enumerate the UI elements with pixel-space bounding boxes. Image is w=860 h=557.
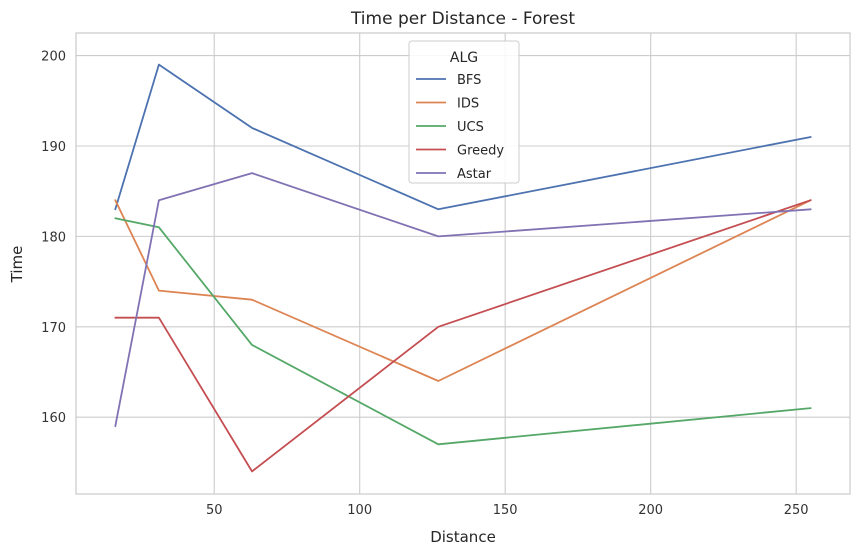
chart-title: Time per Distance - Forest [350, 9, 575, 29]
legend-label-ucs: UCS [457, 120, 484, 135]
x-tick-label: 100 [347, 503, 372, 518]
series-line-ids [114, 199, 812, 382]
y-tick-label: 160 [41, 411, 66, 426]
y-tick-label: 170 [41, 321, 66, 336]
legend-entries: BFS IDS UCS Greedy Astar [416, 73, 504, 182]
legend-label-astar: Astar [457, 167, 492, 182]
series-line-astar [114, 172, 812, 428]
legend-label-ids: IDS [457, 97, 479, 112]
x-tick-labels: 50 100 150 200 250 [206, 503, 809, 518]
series-line-greedy [114, 199, 812, 473]
legend-title: ALG [450, 50, 478, 66]
x-tick-label: 250 [784, 503, 809, 518]
x-tick-label: 150 [493, 503, 518, 518]
legend: ALG BFS IDS UCS Greedy Astar [408, 40, 520, 184]
x-tick-label: 200 [638, 503, 663, 518]
y-tick-labels: 160 170 180 190 200 [41, 50, 66, 427]
y-tick-label: 180 [41, 230, 66, 245]
y-axis-label: Time [8, 246, 26, 284]
legend-label-bfs: BFS [457, 73, 481, 88]
x-tick-label: 50 [206, 503, 223, 518]
series-line-ucs [114, 217, 812, 446]
x-axis-label: Distance [430, 528, 496, 546]
series-line-bfs [114, 63, 812, 211]
series-lines [114, 63, 812, 473]
legend-box [408, 40, 520, 184]
plot-frame [75, 32, 851, 495]
y-tick-label: 200 [41, 50, 66, 65]
y-tick-label: 190 [41, 140, 66, 155]
legend-label-greedy: Greedy [457, 144, 504, 159]
